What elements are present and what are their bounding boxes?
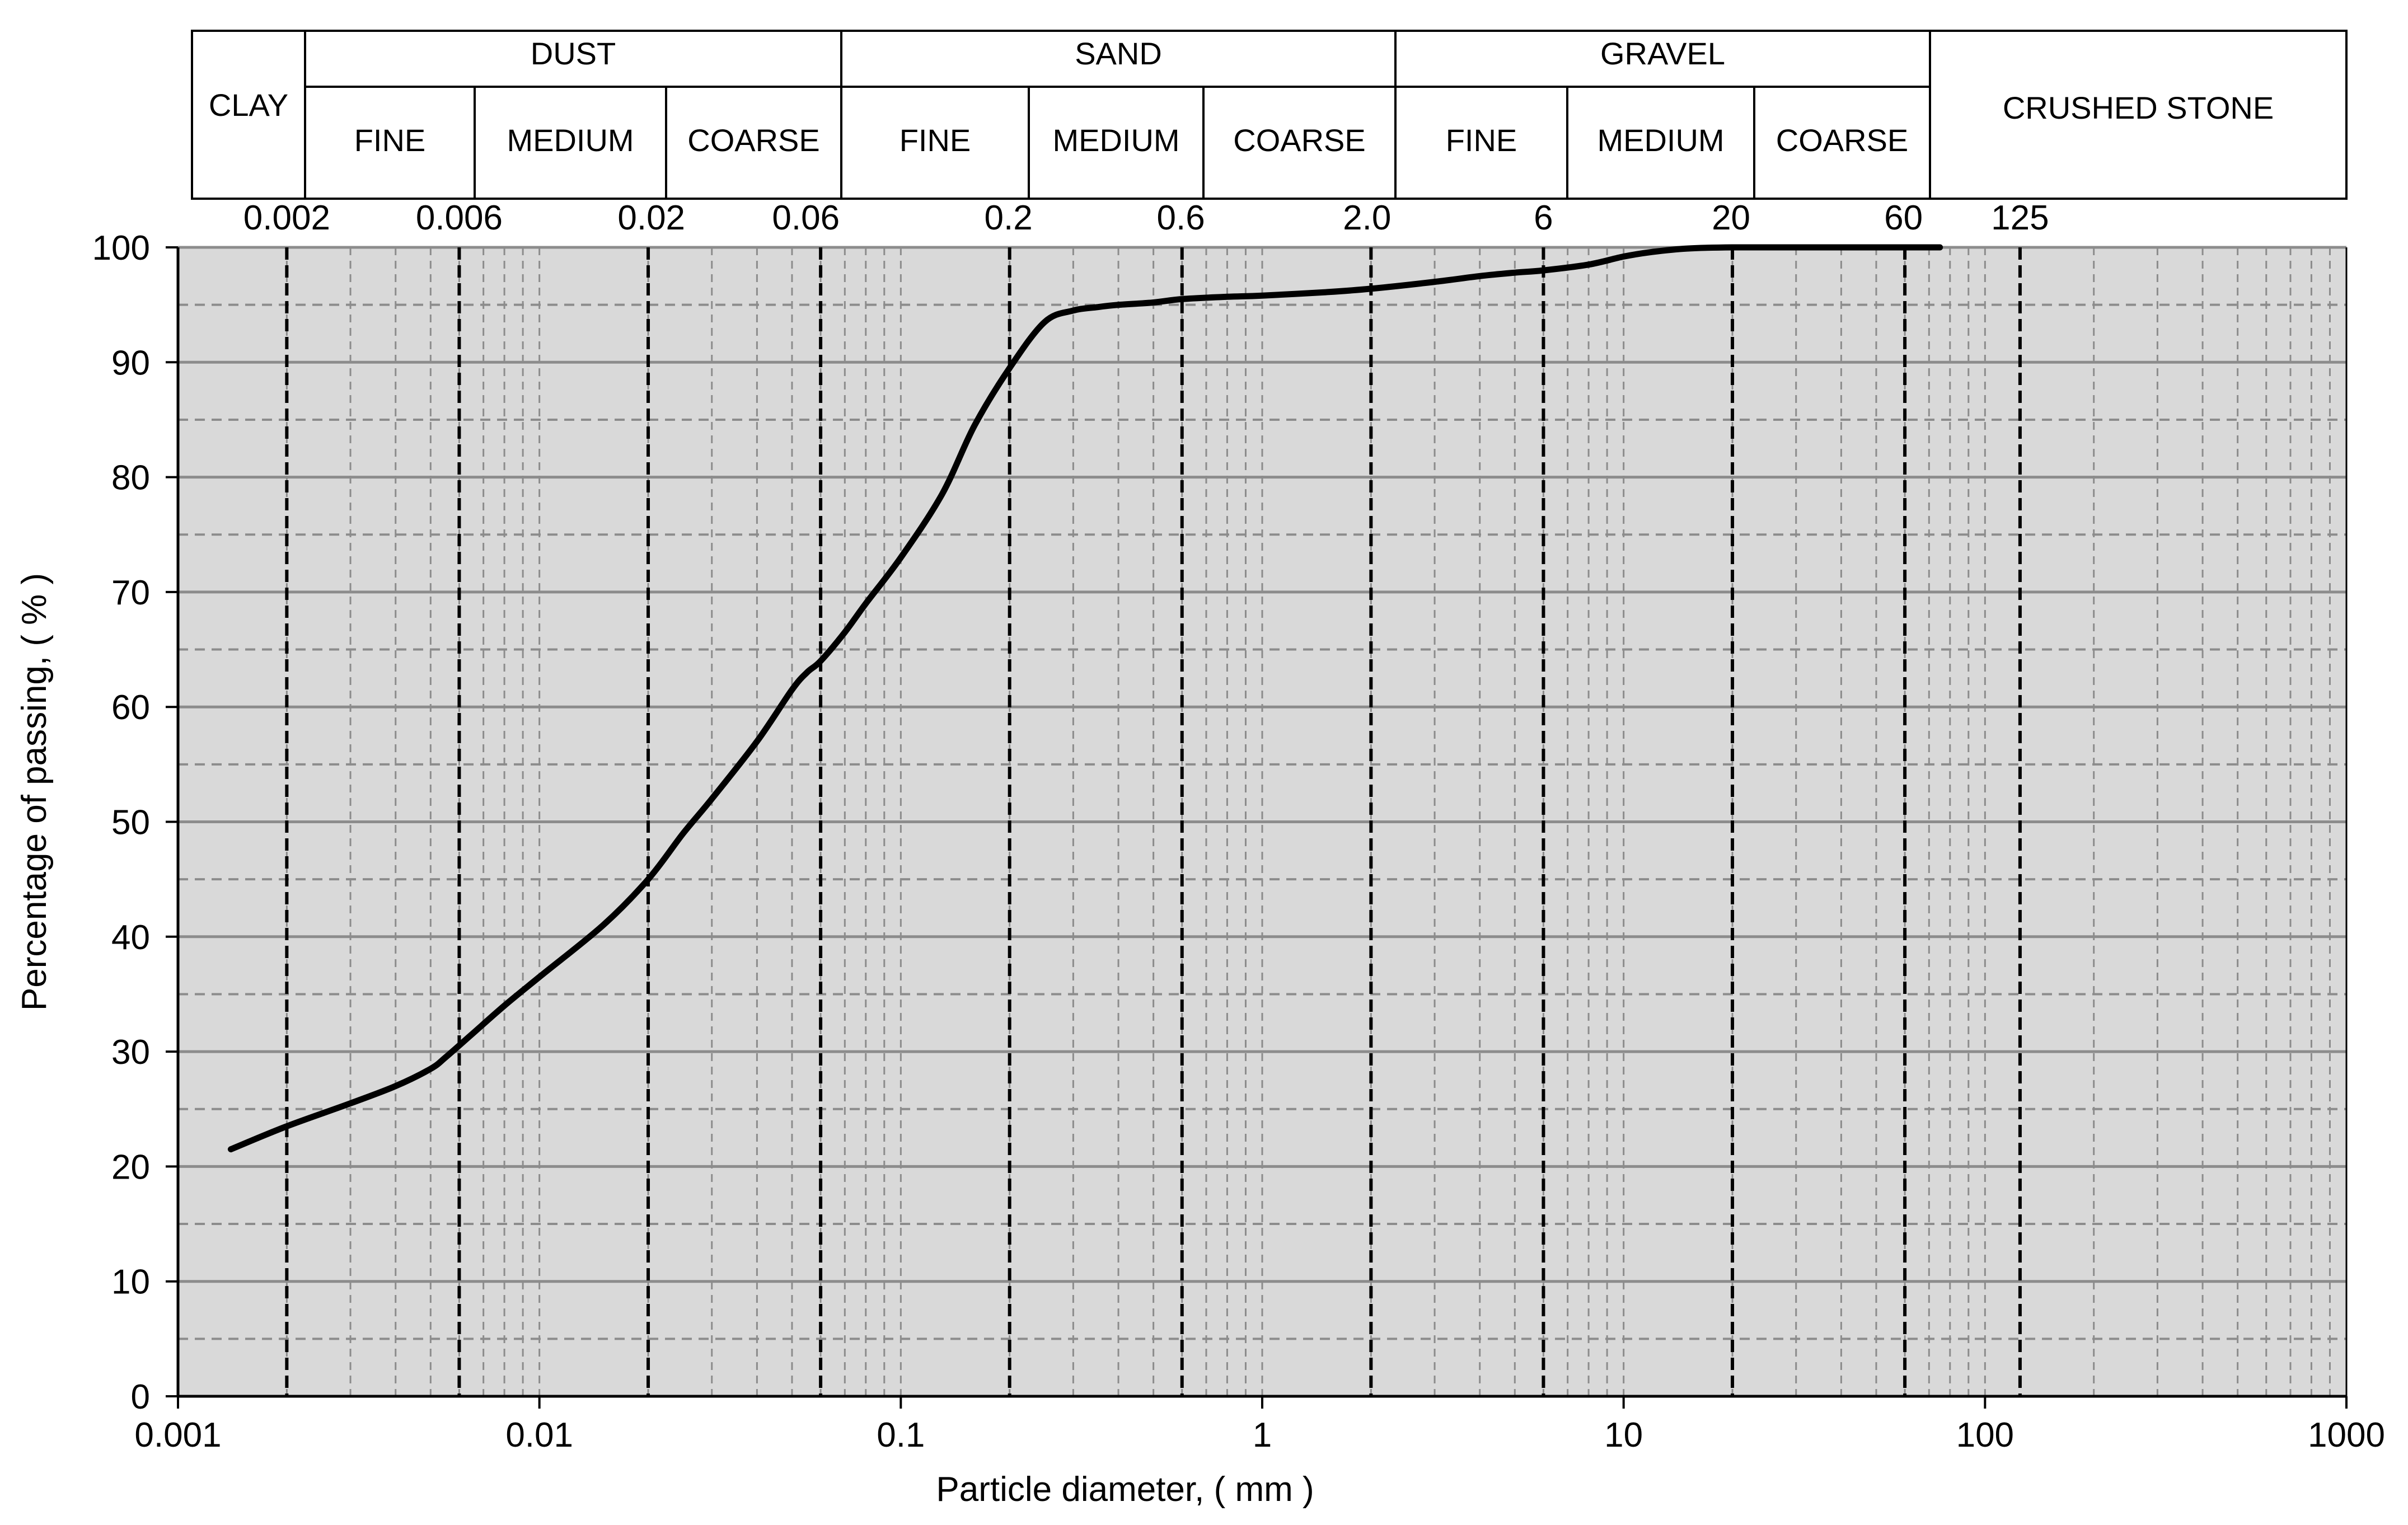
y-tick-label: 60 (111, 688, 150, 727)
y-tick-label: 40 (111, 918, 150, 957)
y-tick-label: 80 (111, 459, 150, 498)
boundary-label: 0.6 (1157, 199, 1205, 237)
sub-label: FINE (354, 123, 426, 158)
y-tick-label: 50 (111, 804, 150, 842)
boundary-label: 0.002 (243, 199, 330, 237)
sub-label: COARSE (687, 123, 820, 158)
boundary-label: 125 (1991, 199, 2049, 237)
sub-label: FINE (900, 123, 971, 158)
series-line (227, 244, 1943, 1153)
y-axis-label: Percentage of passing, ( % ) (15, 573, 54, 1011)
boundary-label: 0.006 (416, 199, 503, 237)
boundary-label: 0.06 (772, 199, 840, 237)
classification-frame (191, 30, 2348, 200)
x-tick-label: 100 (1956, 1416, 2014, 1454)
y-tick-label: 70 (111, 574, 150, 612)
y-tick-label: 100 (92, 229, 150, 268)
sub-label: COARSE (1233, 123, 1366, 158)
y-tick-label: 10 (111, 1263, 150, 1302)
x-tick-label: 1000 (2308, 1416, 2385, 1454)
y-tick-label: 90 (111, 344, 150, 382)
boundary-label: 20 (1712, 199, 1750, 237)
boundary-label: 2.0 (1343, 199, 1391, 237)
y-tick-label: 20 (111, 1148, 150, 1186)
sub-label: COARSE (1776, 123, 1909, 158)
boundary-label: 0.02 (617, 199, 685, 237)
x-axis-label: Particle diameter, ( mm ) (936, 1470, 1314, 1509)
plot-area (177, 244, 2348, 1398)
y-tick-label: 30 (111, 1033, 150, 1072)
sub-label: FINE (1446, 123, 1517, 158)
sub-label: MEDIUM (507, 123, 634, 158)
boundary-label: 6 (1534, 199, 1553, 237)
x-tick-label: 0.001 (134, 1416, 221, 1454)
sub-label: MEDIUM (1052, 123, 1179, 158)
group-label: SAND (1075, 36, 1162, 71)
crushed-stone-label: CRUSHED STONE (2003, 90, 2274, 125)
boundary-label: 0.2 (984, 199, 1032, 237)
classification-table: CLAY DUST FINE MEDIUM COARSE SAND FINE MEDIUM CO… (191, 30, 2348, 200)
x-tick-label: 1 (1253, 1416, 1272, 1454)
boundary-label: 60 (1884, 199, 1923, 237)
sub-label: MEDIUM (1597, 123, 1724, 158)
axes: 0 10 20 30 40 50 60 70 80 90 100 0.001 0.01 0.1 1 10 100… (92, 199, 2385, 1454)
x-tick-label: 0.1 (877, 1416, 925, 1454)
group-label: GRAVEL (1600, 36, 1725, 71)
group-label: DUST (531, 36, 616, 71)
clay-label: CLAY (209, 87, 288, 123)
x-tick-label: 10 (1604, 1416, 1643, 1454)
x-tick-label: 0.01 (505, 1416, 573, 1454)
y-tick-label: 0 (131, 1378, 150, 1416)
